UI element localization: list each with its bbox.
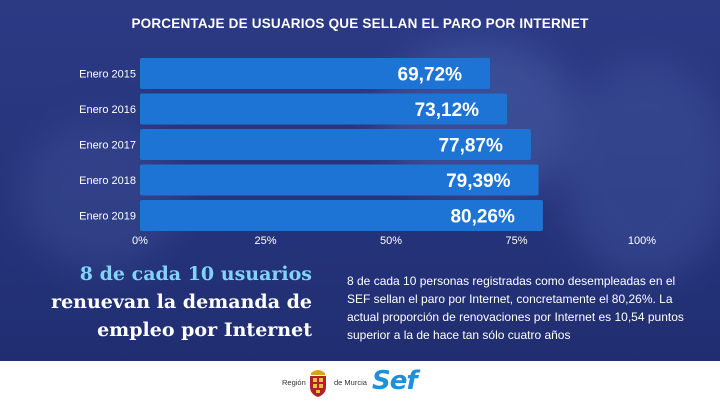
x-tick-label: 50% [380, 235, 402, 247]
category-label: Enero 2015 [79, 69, 136, 81]
data-label: 69,72% [398, 65, 463, 86]
footer: Región de Murcia Sef [0, 361, 720, 405]
data-label: 73,12% [415, 100, 480, 121]
category-label: Enero 2018 [79, 175, 136, 187]
bar-chart: Enero 2015 69,72% Enero 2016 73,12% Enero 20… [79, 58, 656, 247]
headline-line-3: empleo por Internet [97, 319, 312, 341]
bar-3 [140, 129, 531, 160]
x-tick-label: 0% [132, 235, 148, 247]
chart-title: PORCENTAJE DE USUARIOS QUE SELLAN EL PAR… [131, 16, 589, 31]
body-text: 8 de cada 10 personas registradas como d… [347, 274, 684, 342]
headline-line-2: renuevan la demanda de [51, 291, 312, 313]
region-label: Región [282, 378, 306, 387]
sef-logo: Sef [372, 366, 418, 396]
data-label: 77,87% [438, 136, 503, 157]
x-tick-label: 100% [628, 235, 656, 247]
murcia-crest-icon [310, 370, 326, 397]
data-label: 79,39% [446, 171, 511, 192]
bar-2 [140, 93, 508, 125]
background-photo-blob [560, 60, 720, 280]
bar-5 [140, 200, 543, 231]
category-label: Enero 2017 [79, 140, 136, 152]
murcia-label: de Murcia [334, 378, 367, 387]
category-label: Enero 2019 [79, 211, 136, 223]
x-tick-label: 25% [254, 235, 276, 247]
bar-4 [140, 164, 539, 196]
headline-line-1: 8 de cada 10 usuarios [79, 263, 312, 285]
data-label: 80,26% [450, 207, 515, 228]
x-tick-label: 75% [505, 235, 527, 247]
bar-1 [140, 58, 490, 89]
category-label: Enero 2016 [79, 104, 136, 116]
